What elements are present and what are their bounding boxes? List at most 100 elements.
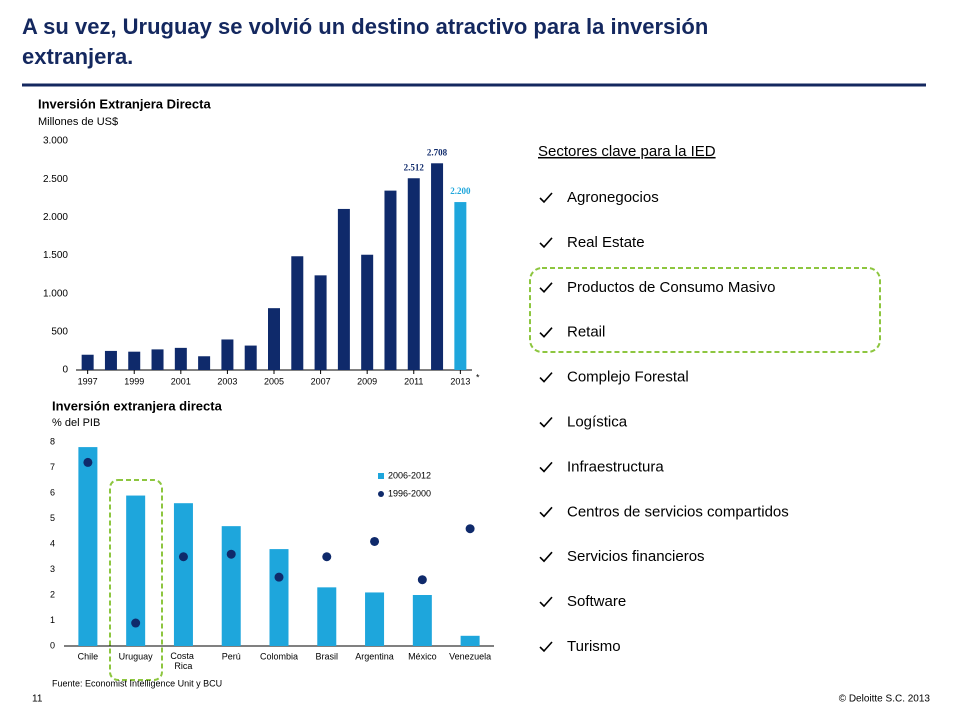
dot bbox=[322, 552, 332, 562]
x-tick-label: Brasil bbox=[316, 651, 339, 661]
y-tick-label: 0 bbox=[50, 640, 55, 650]
sectors-heading: Sectores clave para la IED bbox=[538, 143, 716, 160]
y-tick-label: 2 bbox=[50, 589, 55, 599]
y-tick-label: 8 bbox=[50, 436, 55, 446]
bar bbox=[244, 345, 257, 370]
bar bbox=[431, 163, 444, 370]
source-note: Fuente: Economist Intelligence Unit y BC… bbox=[52, 678, 222, 688]
sector-item: Infraestructura bbox=[567, 458, 664, 475]
check-icon bbox=[539, 327, 553, 338]
y-tick-label: 3 bbox=[50, 564, 55, 574]
check-icon bbox=[539, 416, 553, 428]
check-icon bbox=[539, 372, 553, 383]
value-label: 2.512 bbox=[404, 162, 425, 172]
bar bbox=[337, 208, 350, 370]
sector-item: Turismo bbox=[567, 638, 621, 655]
x-tick-label: 1999 bbox=[124, 376, 144, 386]
bar bbox=[173, 503, 193, 646]
bar bbox=[198, 356, 211, 370]
sector-item: Retail bbox=[567, 324, 605, 341]
sector-item: Servicios financieros bbox=[567, 548, 705, 565]
check-icon bbox=[539, 596, 553, 608]
bar bbox=[314, 275, 327, 370]
page-number: 11 bbox=[32, 694, 43, 705]
check-icon bbox=[539, 461, 553, 473]
sector-item: Software bbox=[567, 593, 626, 610]
sector-item: Complejo Forestal bbox=[567, 369, 689, 386]
x-tick-label: 2009 bbox=[357, 376, 377, 386]
y-tick-label: 3.000 bbox=[43, 136, 68, 147]
x-tick-label: 2003 bbox=[217, 376, 237, 386]
bar bbox=[104, 350, 117, 370]
y-tick-label: 2.000 bbox=[43, 212, 68, 223]
bar bbox=[221, 526, 241, 646]
chart-subtitle: Millones de US$ bbox=[38, 116, 118, 128]
bar bbox=[81, 354, 94, 370]
bar bbox=[460, 635, 480, 646]
bar bbox=[151, 349, 164, 370]
bar bbox=[268, 308, 280, 370]
chart-title: Inversión extranjera directa bbox=[52, 398, 223, 413]
x-tick-label: 2013 bbox=[450, 376, 470, 386]
bar bbox=[269, 549, 289, 646]
x-tick-label: 1997 bbox=[78, 376, 98, 386]
annotation: * bbox=[476, 372, 480, 382]
dot bbox=[131, 618, 141, 628]
dot bbox=[417, 575, 427, 585]
sector-item: Agronegocios bbox=[567, 189, 659, 206]
bar bbox=[174, 347, 187, 370]
y-tick-label: 6 bbox=[50, 487, 55, 497]
y-tick-label: 1.000 bbox=[43, 288, 68, 299]
bar bbox=[291, 256, 304, 370]
sector-item: Real Estate bbox=[567, 234, 645, 251]
x-tick-label: Costa Rica bbox=[170, 651, 196, 671]
x-tick-label: México bbox=[408, 651, 437, 661]
bar bbox=[454, 202, 467, 370]
value-label: 2.708 bbox=[427, 147, 448, 157]
bar bbox=[317, 587, 337, 646]
slide-title: A su vez, Uruguay se volvió un destino a… bbox=[22, 14, 708, 39]
check-icon bbox=[539, 551, 553, 563]
x-tick-label: 2001 bbox=[171, 376, 191, 386]
y-tick-label: 1 bbox=[50, 615, 55, 625]
bar bbox=[384, 190, 397, 370]
y-tick-label: 500 bbox=[51, 326, 68, 337]
dot bbox=[465, 524, 475, 534]
legend-label: 1996-2000 bbox=[388, 488, 431, 498]
y-tick-label: 2.500 bbox=[43, 174, 68, 185]
legend-label: 2006-2012 bbox=[388, 470, 431, 480]
slide-title: extranjera. bbox=[22, 44, 133, 69]
y-tick-label: 0 bbox=[62, 365, 68, 376]
check-icon bbox=[539, 282, 553, 293]
chart-title: Inversión Extranjera Directa bbox=[38, 96, 211, 111]
check-icon bbox=[539, 641, 553, 653]
bar bbox=[78, 447, 98, 646]
bar bbox=[126, 495, 146, 646]
bar bbox=[221, 339, 234, 370]
highlight-box bbox=[529, 267, 881, 353]
bar bbox=[412, 595, 432, 646]
legend-swatch bbox=[378, 491, 384, 497]
y-tick-label: 7 bbox=[50, 462, 55, 472]
dot bbox=[274, 572, 284, 582]
x-tick-label: 2007 bbox=[311, 376, 331, 386]
bar bbox=[128, 351, 141, 370]
y-tick-label: 1.500 bbox=[43, 250, 68, 261]
bar bbox=[361, 254, 374, 370]
x-tick-label: Colombia bbox=[260, 651, 298, 661]
check-icon bbox=[539, 237, 553, 249]
y-tick-label: 5 bbox=[50, 513, 55, 523]
dot bbox=[226, 549, 236, 559]
sector-item: Productos de Consumo Masivo bbox=[567, 279, 775, 296]
check-icon bbox=[539, 192, 553, 204]
check-icon bbox=[539, 506, 553, 518]
x-tick-label: Venezuela bbox=[449, 651, 491, 661]
sector-item: Centros de servicios compartidos bbox=[567, 503, 789, 520]
bar bbox=[365, 592, 385, 646]
x-tick-label: Uruguay bbox=[119, 651, 154, 661]
legend-swatch bbox=[378, 473, 384, 479]
highlight-box bbox=[109, 479, 163, 681]
sector-item: Logística bbox=[567, 413, 628, 430]
x-tick-label: Chile bbox=[78, 651, 99, 661]
